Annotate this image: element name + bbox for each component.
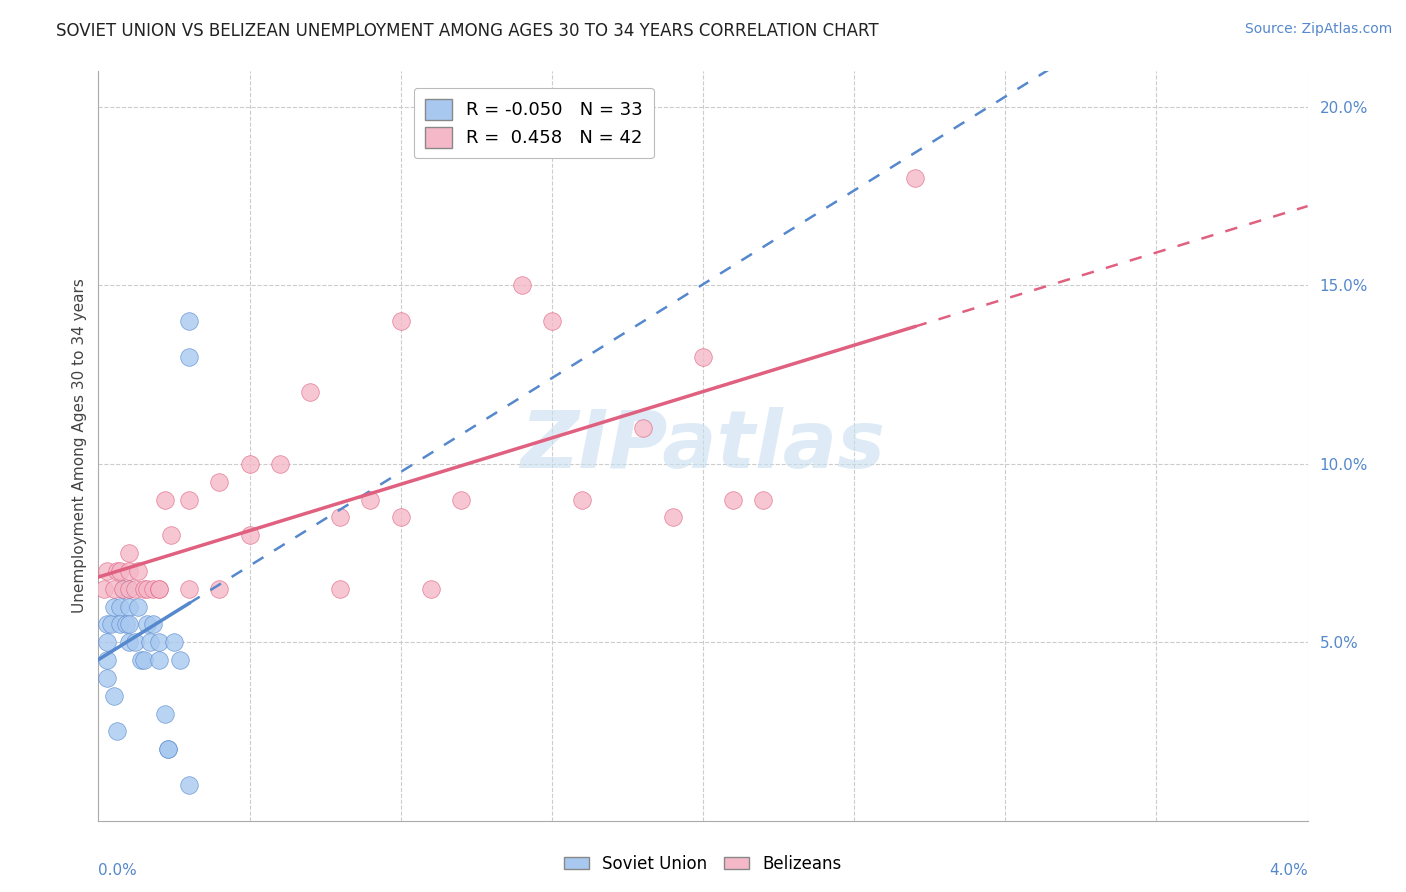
Point xyxy=(142,617,165,632)
Point xyxy=(156,742,179,756)
Text: ZIPatlas: ZIPatlas xyxy=(520,407,886,485)
Point xyxy=(510,278,533,293)
Point xyxy=(450,492,472,507)
Point xyxy=(135,617,157,632)
Point xyxy=(108,599,131,614)
Point xyxy=(571,492,593,507)
Point xyxy=(179,778,201,792)
Point xyxy=(108,564,131,578)
Point xyxy=(124,635,146,649)
Point xyxy=(129,653,152,667)
Point xyxy=(127,564,149,578)
Point xyxy=(103,582,125,596)
Point xyxy=(148,582,170,596)
Point xyxy=(179,582,201,596)
Point xyxy=(132,653,155,667)
Point xyxy=(96,635,118,649)
Point xyxy=(163,635,186,649)
Point xyxy=(179,314,201,328)
Point xyxy=(118,564,141,578)
Point xyxy=(631,421,654,435)
Point xyxy=(329,510,352,524)
Point xyxy=(118,582,141,596)
Legend: Soviet Union, Belizeans: Soviet Union, Belizeans xyxy=(558,848,848,880)
Point xyxy=(904,171,927,186)
Point xyxy=(179,350,201,364)
Point xyxy=(148,653,170,667)
Point xyxy=(96,671,118,685)
Point xyxy=(389,510,412,524)
Point xyxy=(103,689,125,703)
Point xyxy=(118,599,141,614)
Point xyxy=(108,617,131,632)
Point xyxy=(139,635,162,649)
Point xyxy=(100,617,122,632)
Point xyxy=(208,475,231,489)
Point xyxy=(93,582,115,596)
Point xyxy=(132,582,155,596)
Point xyxy=(239,457,262,471)
Point xyxy=(96,653,118,667)
Point xyxy=(239,528,262,542)
Point xyxy=(329,582,352,596)
Point xyxy=(208,582,231,596)
Point xyxy=(118,546,141,560)
Point xyxy=(118,617,141,632)
Point xyxy=(160,528,183,542)
Point xyxy=(156,742,179,756)
Point xyxy=(118,635,141,649)
Point xyxy=(540,314,562,328)
Y-axis label: Unemployment Among Ages 30 to 34 years: Unemployment Among Ages 30 to 34 years xyxy=(72,278,87,614)
Point xyxy=(111,582,134,596)
Point xyxy=(269,457,291,471)
Point xyxy=(692,350,714,364)
Point xyxy=(752,492,775,507)
Point xyxy=(661,510,683,524)
Text: Source: ZipAtlas.com: Source: ZipAtlas.com xyxy=(1244,22,1392,37)
Point xyxy=(96,617,118,632)
Point xyxy=(169,653,191,667)
Point xyxy=(96,564,118,578)
Point xyxy=(105,724,128,739)
Text: 0.0%: 0.0% xyxy=(98,863,138,879)
Point xyxy=(105,564,128,578)
Point xyxy=(114,617,136,632)
Point xyxy=(179,492,201,507)
Point xyxy=(148,582,170,596)
Point xyxy=(103,599,125,614)
Point xyxy=(153,706,176,721)
Point xyxy=(124,582,146,596)
Point xyxy=(111,582,134,596)
Point xyxy=(118,582,141,596)
Legend: R = -0.050   N = 33, R =  0.458   N = 42: R = -0.050 N = 33, R = 0.458 N = 42 xyxy=(413,88,654,159)
Text: 4.0%: 4.0% xyxy=(1268,863,1308,879)
Point xyxy=(153,492,176,507)
Text: SOVIET UNION VS BELIZEAN UNEMPLOYMENT AMONG AGES 30 TO 34 YEARS CORRELATION CHAR: SOVIET UNION VS BELIZEAN UNEMPLOYMENT AM… xyxy=(56,22,879,40)
Point xyxy=(142,582,165,596)
Point xyxy=(360,492,382,507)
Point xyxy=(723,492,745,507)
Point xyxy=(299,385,322,400)
Point xyxy=(148,635,170,649)
Point xyxy=(420,582,443,596)
Point xyxy=(127,599,149,614)
Point xyxy=(389,314,412,328)
Point xyxy=(135,582,157,596)
